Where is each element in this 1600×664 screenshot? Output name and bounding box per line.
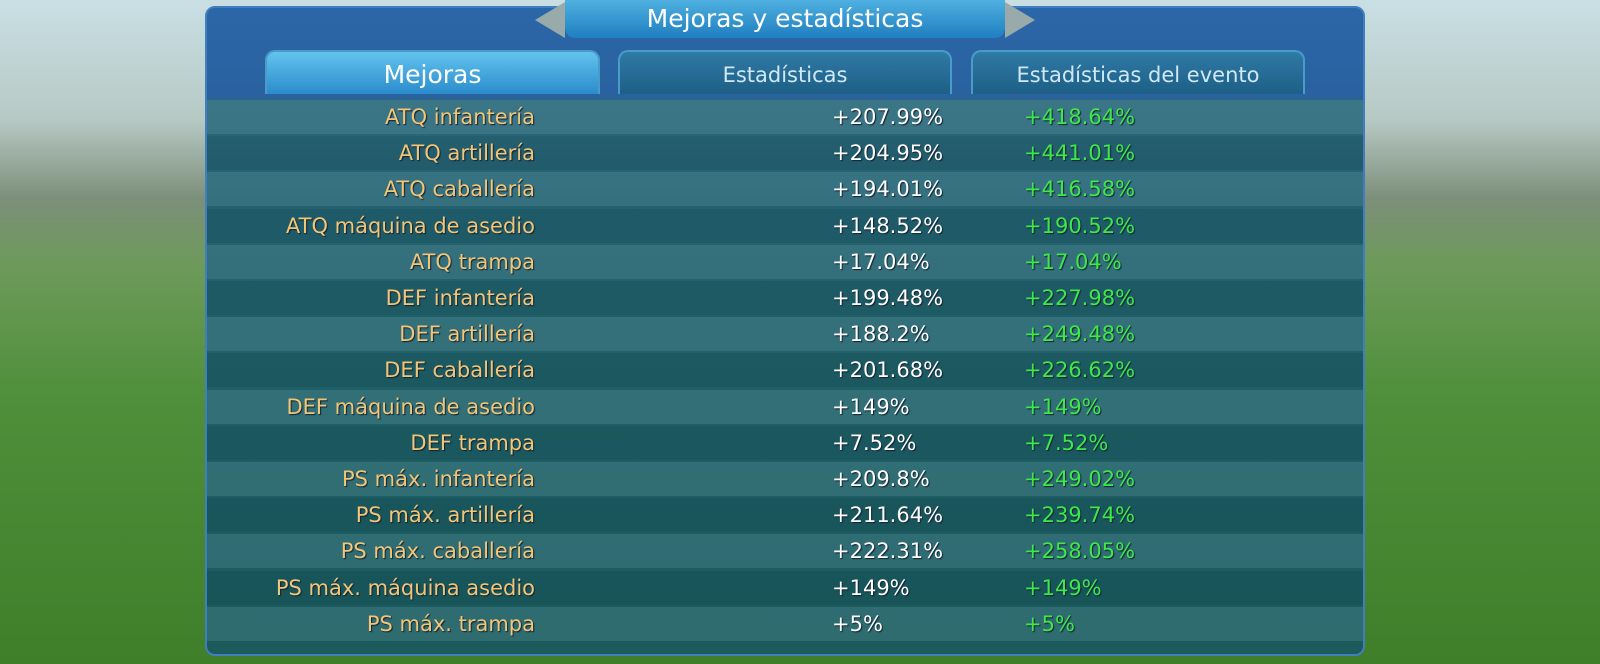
stat-row: PS máx. caballería +222.31% +258.05%: [207, 534, 1363, 569]
tab[interactable]: Mejoras: [265, 50, 600, 94]
stat-value: +17.04%: [832, 249, 930, 274]
event-value: +190.52%: [1024, 213, 1136, 238]
stat-row: PS máx. trampa +5% +5%: [207, 606, 1363, 641]
event-value: +5%: [1024, 611, 1075, 636]
stat-value: +5%: [832, 611, 883, 636]
stat-name: PS máx. artillería: [355, 503, 535, 528]
stat-value: +188.2%: [832, 322, 930, 347]
stat-row: ATQ máquina de asedio +148.52% +190.52%: [207, 208, 1363, 243]
stat-row: DEF máquina de asedio +149% +149%: [207, 389, 1363, 424]
event-value: +249.02%: [1024, 467, 1136, 491]
event-value: +249.48%: [1024, 322, 1136, 347]
event-value: +227.98%: [1024, 286, 1136, 310]
stat-value: +149%: [832, 394, 910, 419]
stats-panel: [205, 6, 1365, 656]
stat-name: ATQ infantería: [385, 105, 535, 129]
event-value: +149%: [1024, 394, 1102, 419]
stat-name: DEF caballería: [384, 358, 535, 383]
stat-name: ATQ máquina de asedio: [285, 213, 535, 238]
stat-value: +148.52%: [832, 213, 944, 238]
stat-value: +211.64%: [832, 503, 944, 528]
stat-row: ATQ trampa +17.04% +17.04%: [207, 244, 1363, 279]
stat-row: ATQ artillería +204.95% +441.01%: [207, 136, 1363, 171]
tab[interactable]: Estadísticas del evento: [971, 50, 1305, 94]
stat-value: +149%: [832, 575, 910, 600]
stat-row: DEF trampa +7.52% +7.52%: [207, 425, 1363, 460]
event-value: +418.64%: [1024, 105, 1136, 129]
stat-name: DEF trampa: [410, 430, 535, 455]
stat-name: DEF infantería: [385, 286, 535, 310]
event-value: +7.52%: [1024, 430, 1109, 455]
event-value: +17.04%: [1024, 249, 1122, 274]
stat-row: ATQ infantería +207.99% +418.64%: [207, 100, 1363, 134]
banner-arrow-left: [535, 2, 565, 38]
event-value: +149%: [1024, 575, 1102, 600]
stat-value: +7.52%: [832, 430, 917, 455]
stat-row: ATQ caballería +194.01% +416.58%: [207, 172, 1363, 207]
stat-name: DEF máquina de asedio: [286, 394, 535, 419]
stat-name: PS máx. máquina asedio: [275, 575, 535, 600]
stat-value: +194.01%: [832, 177, 944, 202]
stat-row: DEF artillería +188.2% +249.48%: [207, 317, 1363, 352]
event-value: +239.74%: [1024, 503, 1136, 528]
stat-row: DEF caballería +201.68% +226.62%: [207, 353, 1363, 388]
stat-value: +199.48%: [832, 286, 944, 310]
stat-row: DEF infantería +199.48% +227.98%: [207, 281, 1363, 315]
panel-title: Mejoras y estadísticas: [565, 0, 1005, 38]
event-value: +416.58%: [1024, 177, 1136, 202]
stat-value: +209.8%: [832, 467, 930, 491]
event-value: +226.62%: [1024, 358, 1136, 383]
stat-name: PS máx. trampa: [366, 611, 535, 636]
stat-value: +207.99%: [832, 105, 944, 129]
stat-name: ATQ artillería: [398, 141, 535, 166]
stat-value: +201.68%: [832, 358, 944, 383]
stat-name: ATQ caballería: [383, 177, 535, 202]
stat-name: DEF artillería: [399, 322, 535, 347]
stat-name: PS máx. infantería: [342, 467, 535, 491]
stat-value: +222.31%: [832, 539, 944, 564]
event-value: +441.01%: [1024, 141, 1136, 166]
stat-name: ATQ trampa: [409, 249, 535, 274]
event-value: +258.05%: [1024, 539, 1136, 564]
stat-row: PS máx. infantería +209.8% +249.02%: [207, 462, 1363, 496]
stat-row: PS máx. máquina asedio +149% +149%: [207, 570, 1363, 605]
tab[interactable]: Estadísticas: [618, 50, 952, 94]
stat-value: +204.95%: [832, 141, 944, 166]
banner-arrow-right: [1005, 2, 1035, 38]
background-left: [0, 0, 220, 664]
stat-name: PS máx. caballería: [340, 539, 535, 564]
stat-row: PS máx. artillería +211.64% +239.74%: [207, 498, 1363, 533]
